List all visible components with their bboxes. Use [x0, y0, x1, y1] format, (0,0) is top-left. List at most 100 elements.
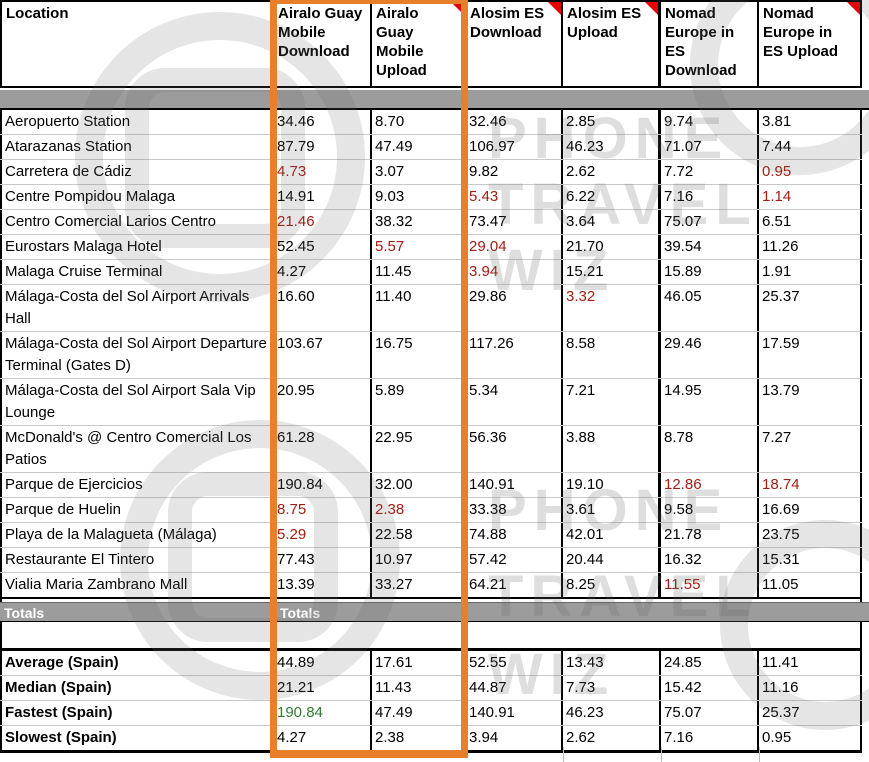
- value-cell[interactable]: 9.03: [372, 185, 466, 209]
- value-cell[interactable]: 13.39: [274, 573, 372, 597]
- value-cell[interactable]: 2.38: [372, 726, 466, 750]
- value-cell[interactable]: 18.74: [759, 473, 862, 497]
- value-cell[interactable]: 15.21: [563, 260, 661, 284]
- value-cell[interactable]: 32.00: [372, 473, 466, 497]
- value-cell[interactable]: 11.55: [661, 573, 759, 597]
- value-cell[interactable]: 103.67: [274, 332, 372, 378]
- location-cell[interactable]: Málaga-Costa del Sol Airport Departure T…: [0, 332, 274, 378]
- stat-label-cell[interactable]: Median (Spain): [0, 676, 274, 700]
- column-header[interactable]: Alosim ES Download: [466, 0, 563, 88]
- value-cell[interactable]: 2.38: [372, 498, 466, 522]
- value-cell[interactable]: 23.75: [759, 523, 862, 547]
- stat-label-cell[interactable]: Fastest (Spain): [0, 701, 274, 725]
- value-cell[interactable]: 75.07: [661, 210, 759, 234]
- value-cell[interactable]: 15.42: [661, 676, 759, 700]
- value-cell[interactable]: 16.60: [274, 285, 372, 331]
- value-cell[interactable]: 4.27: [274, 726, 372, 750]
- value-cell[interactable]: 47.49: [372, 135, 466, 159]
- value-cell[interactable]: 140.91: [466, 473, 563, 497]
- value-cell[interactable]: 5.29: [274, 523, 372, 547]
- value-cell[interactable]: 3.81: [759, 110, 862, 134]
- value-cell[interactable]: 71.07: [661, 135, 759, 159]
- location-cell[interactable]: Malaga Cruise Terminal: [0, 260, 274, 284]
- value-cell[interactable]: 10.97: [372, 548, 466, 572]
- location-cell[interactable]: Centre Pompidou Malaga: [0, 185, 274, 209]
- column-header[interactable]: Airalo Guay Mobile Download: [274, 0, 372, 88]
- value-cell[interactable]: 106.97: [466, 135, 563, 159]
- value-cell[interactable]: 44.89: [274, 651, 372, 675]
- value-cell[interactable]: 52.55: [466, 651, 563, 675]
- value-cell[interactable]: 3.88: [563, 426, 661, 472]
- value-cell[interactable]: 14.95: [661, 379, 759, 425]
- value-cell[interactable]: 117.26: [466, 332, 563, 378]
- value-cell[interactable]: 25.37: [759, 701, 862, 725]
- value-cell[interactable]: 42.01: [563, 523, 661, 547]
- value-cell[interactable]: 39.54: [661, 235, 759, 259]
- value-cell[interactable]: 7.21: [563, 379, 661, 425]
- value-cell[interactable]: 0.95: [759, 160, 862, 184]
- value-cell[interactable]: 0.95: [759, 726, 862, 750]
- value-cell[interactable]: 8.75: [274, 498, 372, 522]
- location-cell[interactable]: Atarazanas Station: [0, 135, 274, 159]
- value-cell[interactable]: 46.05: [661, 285, 759, 331]
- value-cell[interactable]: 1.14: [759, 185, 862, 209]
- value-cell[interactable]: 5.34: [466, 379, 563, 425]
- location-cell[interactable]: Parque de Huelin: [0, 498, 274, 522]
- value-cell[interactable]: 190.84: [274, 701, 372, 725]
- location-cell[interactable]: Málaga-Costa del Sol Airport Arrivals Ha…: [0, 285, 274, 331]
- value-cell[interactable]: 190.84: [274, 473, 372, 497]
- value-cell[interactable]: 16.69: [759, 498, 862, 522]
- value-cell[interactable]: 3.94: [466, 260, 563, 284]
- value-cell[interactable]: 9.58: [661, 498, 759, 522]
- value-cell[interactable]: 11.26: [759, 235, 862, 259]
- value-cell[interactable]: 38.32: [372, 210, 466, 234]
- value-cell[interactable]: 15.89: [661, 260, 759, 284]
- value-cell[interactable]: 2.85: [563, 110, 661, 134]
- value-cell[interactable]: 15.31: [759, 548, 862, 572]
- stat-label-cell[interactable]: Average (Spain): [0, 651, 274, 675]
- location-cell[interactable]: Carretera de Cádiz: [0, 160, 274, 184]
- value-cell[interactable]: 4.73: [274, 160, 372, 184]
- location-cell[interactable]: Parque de Ejercicios: [0, 473, 274, 497]
- column-header[interactable]: Alosim ES Upload: [563, 0, 661, 88]
- value-cell[interactable]: 5.57: [372, 235, 466, 259]
- value-cell[interactable]: 22.58: [372, 523, 466, 547]
- location-cell[interactable]: Aeropuerto Station: [0, 110, 274, 134]
- value-cell[interactable]: 33.38: [466, 498, 563, 522]
- location-cell[interactable]: Málaga-Costa del Sol Airport Sala Vip Lo…: [0, 379, 274, 425]
- value-cell[interactable]: 8.70: [372, 110, 466, 134]
- value-cell[interactable]: 14.91: [274, 185, 372, 209]
- value-cell[interactable]: 33.27: [372, 573, 466, 597]
- column-header[interactable]: Nomad Europe in ES Upload: [759, 0, 862, 88]
- value-cell[interactable]: 32.46: [466, 110, 563, 134]
- value-cell[interactable]: 87.79: [274, 135, 372, 159]
- value-cell[interactable]: 29.86: [466, 285, 563, 331]
- value-cell[interactable]: 7.27: [759, 426, 862, 472]
- location-cell[interactable]: Restaurante El Tintero: [0, 548, 274, 572]
- value-cell[interactable]: 21.70: [563, 235, 661, 259]
- value-cell[interactable]: 11.43: [372, 676, 466, 700]
- value-cell[interactable]: 13.79: [759, 379, 862, 425]
- value-cell[interactable]: 17.61: [372, 651, 466, 675]
- value-cell[interactable]: 8.25: [563, 573, 661, 597]
- location-cell[interactable]: McDonald's @ Centro Comercial Los Patios: [0, 426, 274, 472]
- column-header[interactable]: Airalo Guay Mobile Upload: [372, 0, 466, 88]
- value-cell[interactable]: 16.32: [661, 548, 759, 572]
- value-cell[interactable]: 1.91: [759, 260, 862, 284]
- value-cell[interactable]: 7.44: [759, 135, 862, 159]
- value-cell[interactable]: 9.74: [661, 110, 759, 134]
- stat-label-cell[interactable]: Slowest (Spain): [0, 726, 274, 750]
- value-cell[interactable]: 25.37: [759, 285, 862, 331]
- value-cell[interactable]: 3.61: [563, 498, 661, 522]
- value-cell[interactable]: 6.22: [563, 185, 661, 209]
- value-cell[interactable]: 21.46: [274, 210, 372, 234]
- column-header[interactable]: Location: [0, 0, 274, 88]
- value-cell[interactable]: 2.62: [563, 160, 661, 184]
- value-cell[interactable]: 11.40: [372, 285, 466, 331]
- value-cell[interactable]: 7.72: [661, 160, 759, 184]
- value-cell[interactable]: 16.75: [372, 332, 466, 378]
- value-cell[interactable]: 5.43: [466, 185, 563, 209]
- value-cell[interactable]: 57.42: [466, 548, 563, 572]
- value-cell[interactable]: 7.16: [661, 726, 759, 750]
- value-cell[interactable]: 46.23: [563, 701, 661, 725]
